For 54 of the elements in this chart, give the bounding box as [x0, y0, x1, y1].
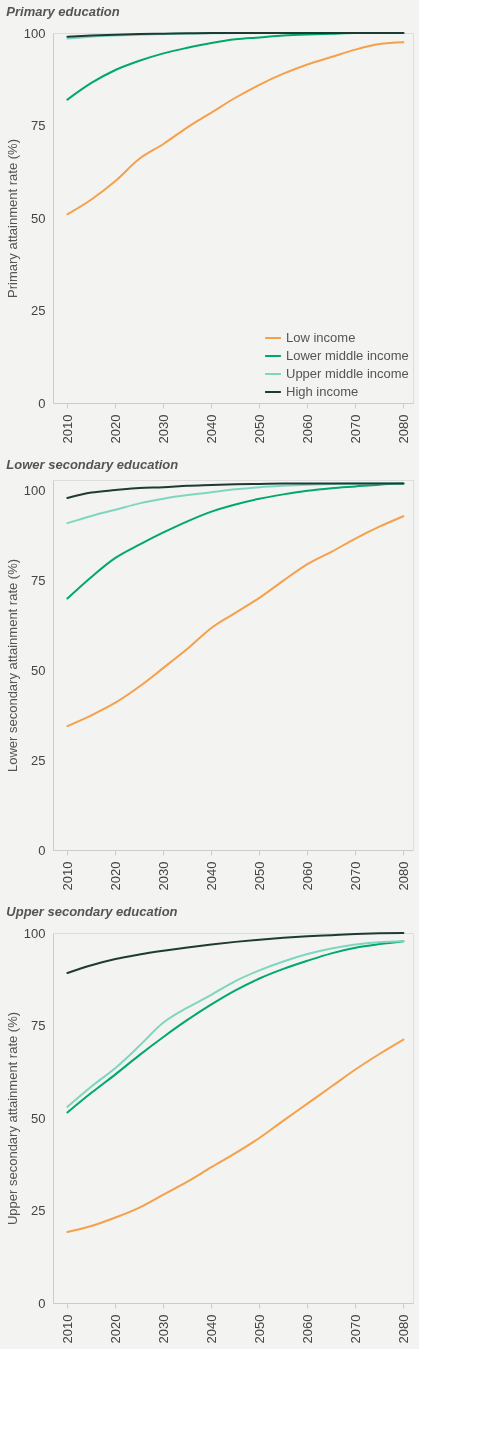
legend-label: Lower middle income: [286, 348, 409, 363]
x-tick-label: 2040: [203, 861, 219, 891]
x-tick-label: 2080: [395, 414, 411, 444]
legend-label: High income: [286, 384, 359, 399]
x-tick-label: 2060: [299, 861, 315, 891]
y-tick-label: 75: [31, 118, 46, 133]
x-tick-label: 2080: [395, 861, 411, 891]
y-tick-label: 100: [23, 925, 46, 941]
line-series: [66, 41, 405, 216]
x-tick-label: 2030: [155, 861, 171, 891]
y-tick-label: 75: [31, 573, 46, 589]
legend-label: Upper middle income: [286, 366, 409, 381]
x-tick-label: 2030: [155, 414, 171, 444]
y-tick-label: 25: [31, 752, 46, 768]
x-tick-label: 2020: [107, 414, 123, 444]
x-tick-label: 2070: [347, 1314, 363, 1344]
line-series: [66, 515, 405, 728]
y-tick-label: 25: [31, 1203, 46, 1218]
x-tick-label: 2040: [203, 1314, 219, 1344]
x-tick-label: 2060: [299, 1314, 315, 1344]
y-axis-title: Upper secondary attainment rate (%): [4, 1011, 20, 1226]
line-series: [66, 932, 405, 974]
y-tick-label: 25: [31, 303, 46, 318]
y-tick-label: 50: [31, 210, 46, 226]
x-tick-label: 2070: [347, 861, 363, 891]
x-tick-label: 2050: [251, 414, 267, 444]
x-tick-label: 2050: [251, 1314, 267, 1344]
y-axis-title: Lower secondary attainment rate (%): [4, 558, 20, 773]
y-axis-title: Primary attainment rate (%): [4, 139, 20, 298]
x-tick-label: 2050: [251, 861, 267, 891]
y-tick-label: 50: [31, 662, 46, 678]
y-tick-label: 75: [31, 1018, 46, 1033]
x-tick-label: 2060: [299, 414, 315, 444]
x-tick-label: 2020: [107, 1314, 123, 1344]
chart-title: Primary education: [6, 4, 120, 19]
x-tick-label: 2040: [203, 414, 219, 444]
y-tick-label: 100: [23, 25, 46, 41]
line-series: [66, 482, 405, 499]
x-tick-label: 2010: [59, 414, 75, 444]
chart-title: Lower secondary education: [6, 457, 179, 472]
x-tick-label: 2030: [155, 1314, 171, 1344]
y-tick-label: 0: [38, 842, 46, 858]
y-tick-label: 50: [31, 1110, 46, 1126]
x-tick-label: 2010: [59, 1314, 75, 1344]
x-tick-label: 2070: [347, 414, 363, 444]
x-tick-label: 2020: [107, 861, 123, 891]
chart-title: Upper secondary education: [6, 904, 178, 919]
y-tick-label: 100: [23, 483, 46, 499]
y-tick-label: 0: [38, 1295, 46, 1311]
x-tick-label: 2080: [395, 1314, 411, 1344]
legend-label: Low income: [286, 330, 356, 345]
y-tick-label: 0: [38, 395, 46, 411]
x-tick-label: 2010: [59, 861, 75, 891]
line-series: [66, 1038, 405, 1233]
